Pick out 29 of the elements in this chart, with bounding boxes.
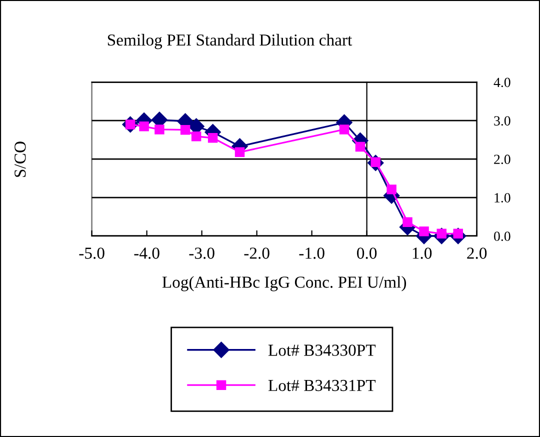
point	[355, 142, 366, 152]
x-tick-label: -3.0	[189, 248, 214, 259]
x-axis-title: Log(Anti-HBc IgG Conc. PEI U/ml)	[162, 276, 406, 292]
legend-label: Lot# B34330PT	[268, 344, 376, 356]
y-tick-label: 1.0	[494, 193, 510, 203]
x-tick-label: -1.0	[299, 248, 324, 259]
legend-label: Lot# B34331PT	[268, 380, 376, 392]
point	[339, 124, 350, 134]
point	[386, 184, 396, 194]
y-tick-label: 0.0	[494, 232, 510, 241]
point	[154, 124, 164, 134]
point	[234, 147, 245, 158]
y-tick-label: 3.0	[494, 116, 510, 126]
point	[191, 132, 202, 142]
x-tick-label: -5.0	[79, 248, 104, 259]
x-tick-label: 0.0	[357, 248, 377, 259]
x-tick-label: 2.0	[467, 248, 487, 259]
point	[402, 217, 412, 227]
x-tick-label: 1.0	[412, 248, 432, 259]
point	[208, 133, 218, 143]
chart-title: Semilog PEI Standard Dilution chart	[108, 34, 352, 50]
point	[139, 122, 149, 132]
y-axis-title: S/CO	[14, 142, 26, 177]
x-tick-label: -2.0	[244, 248, 270, 259]
point	[419, 226, 429, 236]
x-tick-label: -4.0	[134, 248, 160, 259]
point	[180, 124, 190, 135]
y-tick-label: 4.0	[494, 78, 510, 88]
y-tick-label: 2.0	[494, 154, 510, 164]
